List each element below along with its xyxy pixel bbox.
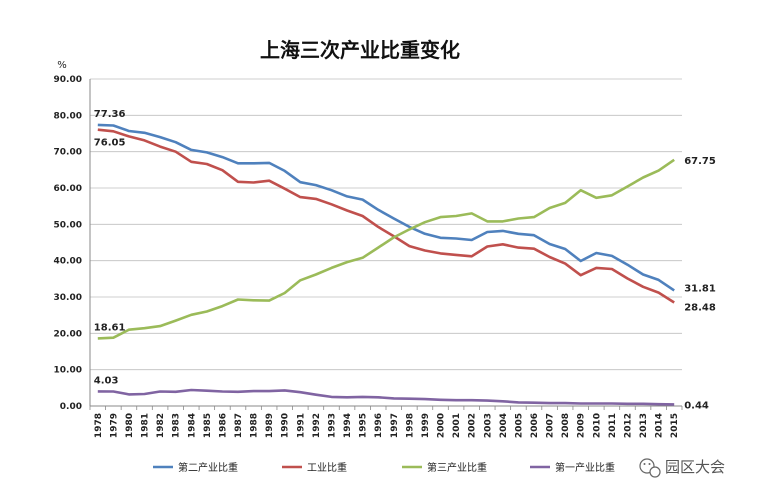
y-tick-label: 50.00 [54, 220, 82, 230]
series-lines [97, 123, 675, 406]
x-tick-label: 1978 [94, 413, 104, 438]
data-label: 76.05 [94, 138, 126, 149]
data-label: 77.36 [94, 109, 126, 120]
x-tick-label: 1984 [187, 413, 197, 438]
x-tick-label: 1999 [421, 413, 431, 438]
x-tick-label: 1982 [156, 413, 166, 438]
x-tick-label: 1995 [359, 413, 369, 438]
x-tick-label: 1988 [250, 413, 260, 438]
x-tick-label: 1985 [203, 413, 213, 438]
series-line [97, 158, 675, 340]
x-tick-label: 1992 [312, 413, 322, 438]
watermark-text: 园区大会 [665, 458, 725, 476]
data-label: 4.03 [94, 375, 119, 386]
x-tick-label: 2004 [499, 413, 509, 438]
x-tick-label: 2013 [639, 413, 649, 438]
y-tick-label: 60.00 [54, 184, 82, 194]
x-tick-label: 1989 [265, 413, 275, 438]
x-tick-label: 2014 [655, 413, 665, 438]
y-tick-label: 0.00 [60, 402, 82, 412]
x-tick-label: 1983 [172, 413, 182, 438]
x-tick-label: 2012 [623, 413, 633, 438]
x-tick-label: 1994 [343, 413, 353, 438]
x-tick-label: 1991 [296, 413, 306, 438]
legend-entry: 工业比重 [307, 461, 347, 474]
watermark: 园区大会 [639, 458, 725, 478]
x-tick-label: 2000 [437, 413, 447, 438]
y-tick-label: 10.00 [54, 366, 82, 376]
x-tick-label: 1996 [374, 413, 384, 438]
y-tick-label: 30.00 [54, 293, 82, 303]
x-tick-label: 2001 [452, 413, 462, 438]
x-tick-label: 2008 [561, 413, 571, 438]
y-axis-unit: % [57, 60, 67, 71]
x-tick-label: 1990 [281, 413, 291, 438]
legend: 第二产业比重 工业比重 第三产业比重 第一产业比重 [153, 461, 615, 474]
x-tick-label: 2007 [546, 413, 556, 438]
y-tick-label: 90.00 [54, 75, 82, 85]
y-tick-label: 80.00 [54, 111, 82, 121]
x-tick-label: 2005 [514, 413, 524, 438]
y-tick-label: 40.00 [54, 257, 82, 267]
data-label: 28.48 [684, 303, 716, 314]
x-tick-label: 2006 [530, 413, 540, 438]
legend-entry: 第二产业比重 [178, 461, 238, 474]
x-tick-label: 1980 [125, 413, 135, 438]
series-line [97, 123, 675, 292]
chart-title: 上海三次产业比重变化 [260, 38, 460, 62]
x-tick-label: 1998 [405, 413, 415, 438]
x-tick-label: 2009 [577, 413, 587, 438]
data-labels: 77.36 76.05 18.61 4.03 67.75 31.81 28.48 0.44 [94, 109, 716, 411]
series-line [97, 388, 675, 406]
data-label: 0.44 [684, 400, 709, 411]
x-tick-label: 1987 [234, 413, 244, 438]
data-label: 31.81 [684, 283, 716, 294]
x-tick-label: 1997 [390, 413, 400, 438]
y-tick-label: 20.00 [54, 329, 82, 339]
x-tick-label: 2003 [483, 413, 493, 438]
axes [89, 79, 683, 410]
legend-entry: 第一产业比重 [555, 461, 615, 474]
x-tick-label: 1993 [327, 413, 337, 438]
x-tick-label: 2010 [592, 413, 602, 438]
x-tick-label: 2002 [468, 413, 478, 438]
y-tick-label: 70.00 [54, 148, 82, 158]
x-tick-label: 1981 [141, 413, 151, 438]
data-label: 18.61 [94, 322, 126, 333]
x-tick-label: 2011 [608, 413, 618, 438]
y-tick-labels: 0.00 10.00 20.00 30.00 40.00 50.00 60.00 70.00 8… [54, 75, 82, 412]
x-tick-label: 1986 [218, 413, 228, 438]
x-tick-label: 1979 [109, 413, 119, 438]
x-tick-labels: 1978 1979 1980 1981 1982 1983 1984 1985 1986 1987… [94, 413, 680, 438]
wechat-icon [639, 458, 661, 478]
legend-entry: 第三产业比重 [427, 461, 487, 474]
gridlines [90, 78, 682, 371]
x-tick-label: 2015 [670, 413, 680, 438]
data-label: 67.75 [684, 156, 716, 167]
series-line [97, 128, 675, 304]
